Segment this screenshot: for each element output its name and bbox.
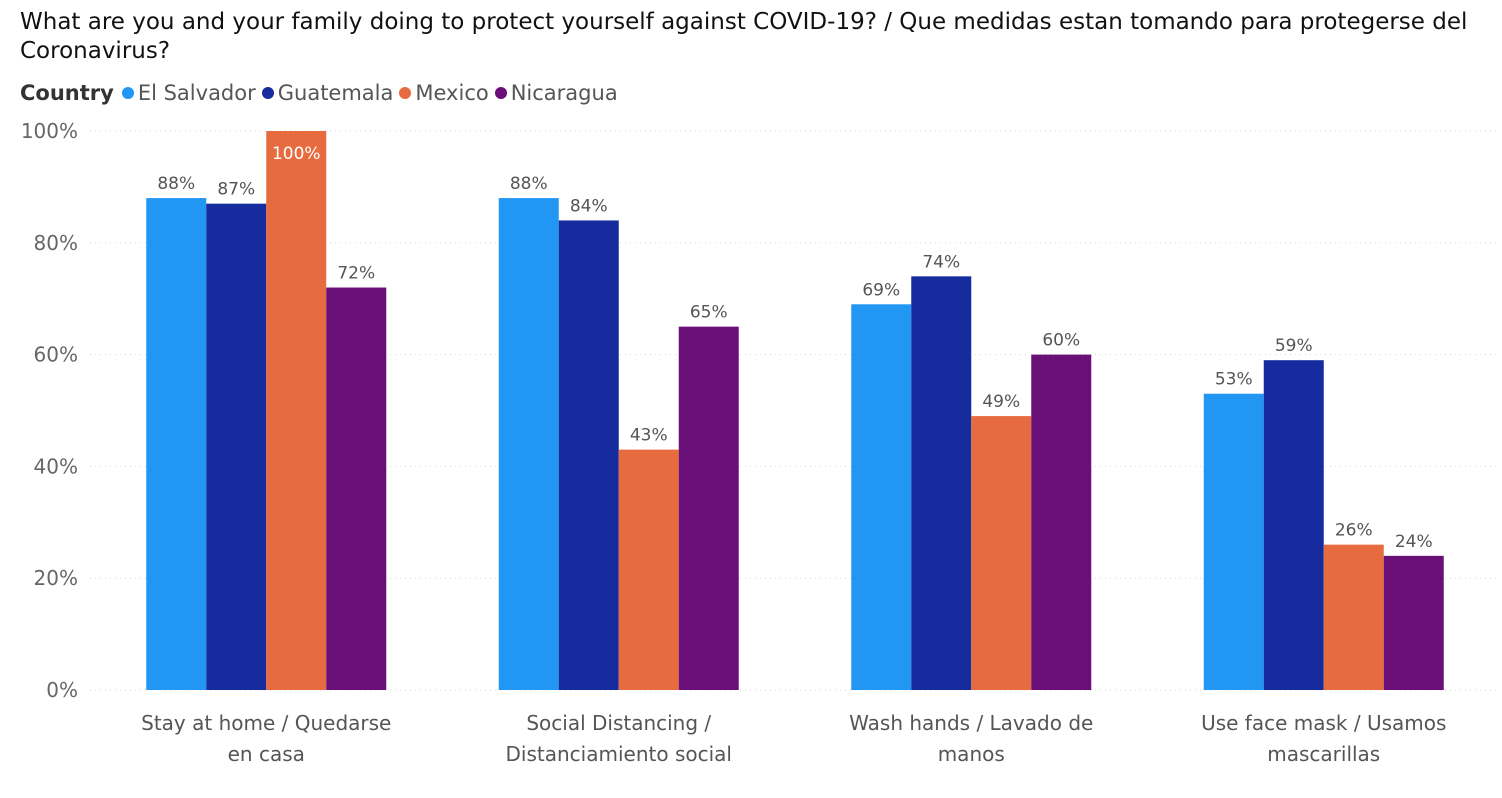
- legend-item-mexico[interactable]: Mexico: [399, 81, 489, 105]
- data-label: 84%: [570, 196, 608, 216]
- legend-item-guatemala[interactable]: Guatemala: [261, 81, 394, 105]
- data-label: 72%: [337, 264, 375, 284]
- data-label: 24%: [1395, 532, 1433, 552]
- bar-guatemala-2: [558, 220, 619, 690]
- y-tick-label: 60%: [34, 343, 78, 367]
- bar-chart: 100% 80% 60% 40% 20% 0% 88% 87% 100% 72% Stay at h…: [21, 119, 1500, 766]
- y-tick-label: 100%: [21, 119, 78, 143]
- legend-label-mexico: Mexico: [415, 81, 489, 105]
- legend-label-nicaragua: Nicaragua: [510, 81, 618, 105]
- legend-dot-nicaragua: [494, 87, 507, 99]
- data-label: 43%: [630, 426, 668, 446]
- legend-label-guatemala: Guatemala: [277, 81, 394, 105]
- y-tick-label: 80%: [34, 231, 78, 255]
- legend-item-el-salvador[interactable]: El Salvador: [121, 81, 256, 105]
- x-tick-label: Social Distancing /: [526, 711, 711, 735]
- bar-mexico-3: [971, 416, 1032, 690]
- legend-dot-guatemala: [261, 87, 274, 99]
- bar-nicaragua-1: [326, 287, 387, 690]
- legend-dot-el-salvador: [121, 87, 134, 99]
- data-label: 87%: [217, 180, 255, 200]
- data-label: 88%: [510, 174, 548, 194]
- y-tick-label: 20%: [34, 566, 78, 590]
- y-tick-label: 40%: [34, 454, 78, 478]
- data-label: 74%: [922, 252, 960, 272]
- bar-el-salvador-4: [1203, 393, 1264, 690]
- bar-el-salvador-3: [851, 304, 912, 690]
- bar-nicaragua-4: [1383, 555, 1444, 690]
- bar-guatemala-4: [1263, 360, 1324, 690]
- x-tick-label: mascarillas: [1267, 742, 1380, 766]
- chart-title: What are you and your family doing to pr…: [20, 9, 1468, 64]
- x-tick-label: Use face mask / Usamos: [1201, 711, 1446, 735]
- bar-mexico-1: [266, 131, 327, 690]
- bar-guatemala-3: [911, 276, 972, 690]
- data-label: 88%: [157, 174, 195, 194]
- data-label: 49%: [982, 392, 1020, 412]
- legend-title: Country: [20, 81, 114, 105]
- bar-mexico-2: [618, 449, 679, 690]
- x-tick-label: Wash hands / Lavado de: [849, 711, 1093, 735]
- data-label: 65%: [690, 303, 728, 323]
- x-tick-label: en casa: [228, 742, 305, 766]
- bar-mexico-4: [1323, 544, 1384, 690]
- legend-item-nicaragua[interactable]: Nicaragua: [494, 81, 618, 105]
- x-tick-label: Stay at home / Quedarse: [141, 711, 391, 735]
- y-tick-label: 0%: [46, 678, 78, 702]
- bar-guatemala-1: [206, 203, 267, 691]
- legend-label-el-salvador: El Salvador: [137, 81, 256, 105]
- bar-nicaragua-3: [1031, 354, 1092, 690]
- data-label: 26%: [1335, 521, 1373, 541]
- bar-nicaragua-2: [678, 326, 739, 690]
- data-label: 69%: [862, 280, 900, 300]
- data-label: 59%: [1275, 336, 1313, 356]
- data-label: 53%: [1215, 370, 1253, 390]
- legend: Country El Salvador Guatemala Mexico Nic…: [20, 80, 624, 106]
- data-label: 100%: [272, 144, 321, 164]
- bar-el-salvador-1: [146, 198, 207, 690]
- bar-el-salvador-2: [498, 198, 559, 690]
- x-tick-label: Distanciamiento social: [506, 742, 732, 766]
- data-label: 60%: [1042, 331, 1080, 351]
- x-tick-label: manos: [938, 742, 1005, 766]
- legend-dot-mexico: [399, 87, 412, 99]
